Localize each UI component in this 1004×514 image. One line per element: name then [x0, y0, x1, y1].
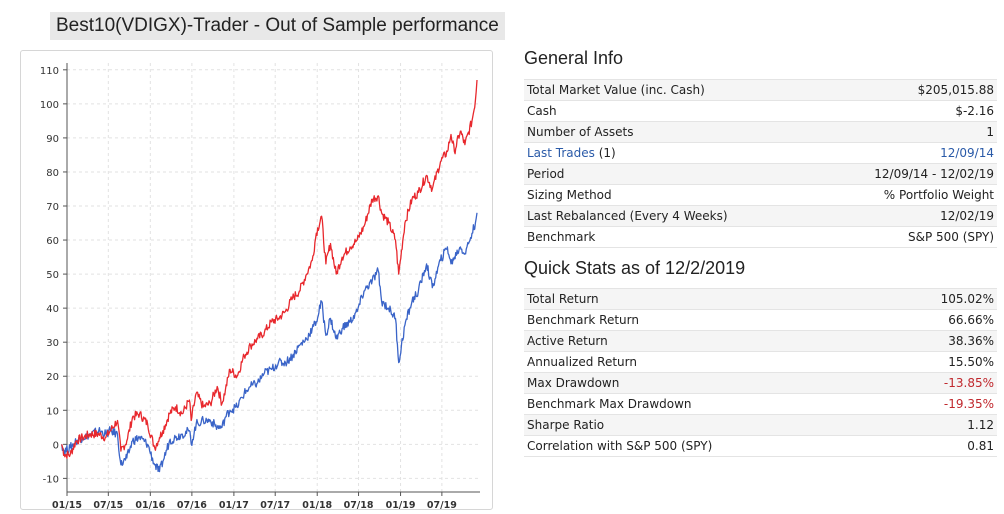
row-label: Number of Assets	[524, 121, 818, 143]
row-label: Benchmark Max Drawdown	[524, 393, 885, 415]
strategy-line	[61, 79, 478, 459]
row-label-text: Benchmark Return	[527, 313, 639, 327]
y-tick-label: 60	[46, 236, 59, 247]
y-tick-label: 100	[40, 100, 59, 111]
quick-stats-table: Total Return 105.02% Benchmark Return 66.66…	[524, 288, 997, 457]
row-value: -19.35%	[884, 393, 997, 415]
table-row: Total Return 105.02%	[524, 288, 997, 310]
row-value: $205,015.88	[817, 79, 997, 101]
table-row: Number of Assets 1	[524, 121, 997, 143]
row-label-text: Sharpe Ratio	[527, 418, 605, 432]
row-value: % Portfolio Weight	[817, 184, 997, 206]
y-tick-label: 0	[53, 440, 59, 451]
row-value: 38.36%	[884, 330, 997, 352]
row-label-text: Number of Assets	[527, 125, 634, 139]
y-tick-label: 20	[46, 372, 59, 383]
table-row: Annualized Return 15.50%	[524, 351, 997, 373]
row-label: Last Rebalanced (Every 4 Weeks)	[524, 205, 818, 227]
table-row: Period 12/09/14 - 12/02/19	[524, 163, 997, 185]
row-label: Benchmark	[524, 226, 818, 248]
x-tick-label: 07/17	[260, 500, 290, 511]
x-tick-label: 07/16	[177, 500, 207, 511]
y-tick-label: 40	[46, 304, 59, 315]
row-value: 105.02%	[884, 288, 997, 310]
y-tick-label: 30	[46, 338, 59, 349]
row-value: $-2.16	[817, 100, 997, 122]
benchmark-line	[61, 212, 478, 473]
row-value: 66.66%	[884, 309, 997, 331]
row-label-text: Period	[527, 167, 565, 181]
row-label: Annualized Return	[524, 351, 885, 373]
table-row: Correlation with S&P 500 (SPY) 0.81	[524, 435, 997, 457]
chart-svg: -10 0 10 20 30 40 50 60 70 80 90 100 110 01/15 07/15 01…	[40, 63, 480, 511]
last-trades-date-link[interactable]: 12/09/14	[817, 142, 997, 164]
last-trades-link[interactable]: Last Trades	[527, 146, 595, 160]
row-value: -13.85%	[884, 372, 997, 394]
table-row: Total Market Value (inc. Cash) $205,015.8…	[524, 79, 997, 101]
row-label: Correlation with S&P 500 (SPY)	[524, 435, 885, 457]
table-row: Active Return 38.36%	[524, 330, 997, 352]
table-row: Max Drawdown -13.85%	[524, 372, 997, 394]
row-label-text: Last Rebalanced (Every 4 Weeks)	[527, 209, 728, 223]
row-label-text: Total Return	[527, 292, 599, 306]
page-title: Best10(VDIGX)-Trader - Out of Sample per…	[50, 12, 505, 40]
x-tick-label: 07/18	[344, 500, 374, 511]
row-label-text: Sizing Method	[527, 188, 612, 202]
table-row: Benchmark S&P 500 (SPY)	[524, 226, 997, 248]
row-label-text: Benchmark	[527, 230, 596, 244]
row-label-text: Benchmark Max Drawdown	[527, 397, 692, 411]
x-tick-label: 07/19	[427, 500, 457, 511]
row-label-text: Max Drawdown	[527, 376, 620, 390]
row-label: Total Market Value (inc. Cash)	[524, 79, 818, 101]
general-info-heading: General Info	[524, 48, 624, 68]
performance-chart: -10 0 10 20 30 40 50 60 70 80 90 100 110 01/15 07/15 01…	[20, 50, 493, 511]
row-label: Sharpe Ratio	[524, 414, 885, 436]
general-info-table: Total Market Value (inc. Cash) $205,015.8…	[524, 79, 997, 248]
x-tick-label: 01/19	[386, 500, 416, 511]
row-label: Active Return	[524, 330, 885, 352]
y-tick-label: 80	[46, 168, 59, 179]
x-tick-label: 01/17	[219, 500, 249, 511]
row-label: Period	[524, 163, 818, 185]
y-tick-label: 110	[40, 66, 59, 77]
quick-stats-heading: Quick Stats as of 12/2/2019	[524, 258, 746, 278]
row-value: 12/09/14 - 12/02/19	[817, 163, 997, 185]
x-tick-label: 01/15	[52, 500, 82, 511]
row-label-text: Correlation with S&P 500 (SPY)	[527, 439, 713, 453]
row-label-text: Active Return	[527, 334, 608, 348]
y-tick-label: 90	[46, 134, 59, 145]
y-tick-label: 50	[46, 270, 59, 281]
row-label-text: Cash	[527, 104, 557, 118]
row-label: Cash	[524, 100, 818, 122]
table-row: Last Rebalanced (Every 4 Weeks) 12/02/19	[524, 205, 997, 227]
row-label-text: Total Market Value (inc. Cash)	[527, 83, 705, 97]
table-row: Benchmark Return 66.66%	[524, 309, 997, 331]
table-row: Sizing Method % Portfolio Weight	[524, 184, 997, 206]
y-tick-label: 10	[46, 406, 59, 417]
table-row: Cash $-2.16	[524, 100, 997, 122]
row-value: S&P 500 (SPY)	[817, 226, 997, 248]
row-label-suffix: (1)	[594, 146, 616, 160]
row-value: 15.50%	[884, 351, 997, 373]
x-tick-label: 01/16	[135, 500, 165, 511]
row-label: Benchmark Return	[524, 309, 885, 331]
y-tick-label: 70	[46, 202, 59, 213]
row-label-text: Annualized Return	[527, 355, 637, 369]
row-value: 1.12	[884, 414, 997, 436]
row-label: Total Return	[524, 288, 885, 310]
row-label: Max Drawdown	[524, 372, 885, 394]
row-label: Sizing Method	[524, 184, 818, 206]
x-tick-label: 07/15	[93, 500, 123, 511]
x-tick-label: 01/18	[302, 500, 332, 511]
table-row: Sharpe Ratio 1.12	[524, 414, 997, 436]
y-tick-label: -10	[43, 474, 59, 485]
table-row: Last Trades (1) 12/09/14	[524, 142, 997, 164]
row-value: 12/02/19	[817, 205, 997, 227]
row-label[interactable]: Last Trades (1)	[524, 142, 818, 164]
row-value: 0.81	[884, 435, 997, 457]
row-value: 1	[817, 121, 997, 143]
table-row: Benchmark Max Drawdown -19.35%	[524, 393, 997, 415]
